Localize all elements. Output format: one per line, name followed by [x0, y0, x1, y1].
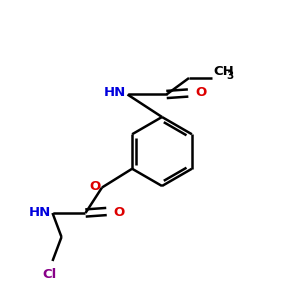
Text: O: O — [89, 180, 100, 194]
Text: HN: HN — [29, 206, 51, 219]
Text: HN: HN — [104, 86, 126, 100]
Text: 3: 3 — [226, 70, 233, 81]
Text: CH: CH — [213, 65, 234, 78]
Text: O: O — [196, 86, 207, 99]
Text: O: O — [113, 206, 124, 219]
Text: Cl: Cl — [42, 268, 57, 281]
